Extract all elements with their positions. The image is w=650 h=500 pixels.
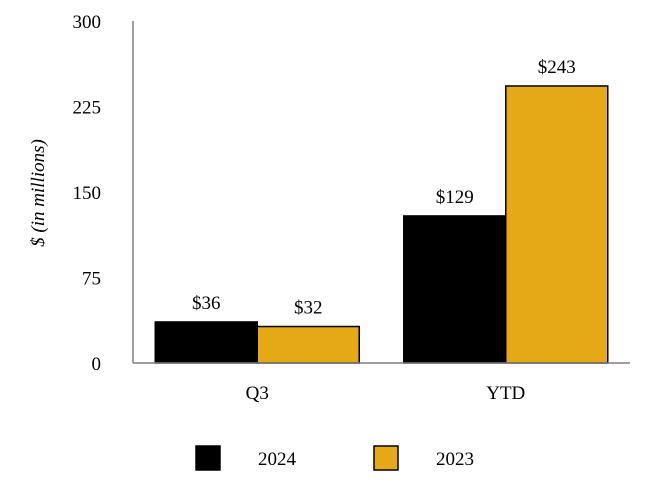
category-labels: Q3 YTD — [246, 383, 526, 404]
y-tick-label: 225 — [73, 98, 102, 119]
legend-label-2023: 2023 — [436, 449, 474, 470]
data-label: $32 — [294, 298, 323, 319]
bar-2023-Q3 — [256, 325, 360, 364]
legend-swatch-2023 — [373, 445, 399, 471]
y-tick-label: 75 — [82, 269, 101, 290]
y-axis-label: $ (in millions) — [28, 139, 49, 247]
legend-swatch-2024 — [195, 445, 221, 471]
data-label: $243 — [538, 57, 576, 78]
y-axis-ticks: 0 75 150 225 300 — [73, 12, 102, 375]
category-label: Q3 — [246, 383, 269, 404]
data-labels: $36 $32 $129 $243 — [192, 57, 576, 319]
legend-label-2024: 2024 — [258, 449, 297, 470]
data-label: $36 — [192, 293, 221, 314]
bar-2024-Q3 — [154, 321, 258, 364]
category-label: YTD — [486, 383, 525, 404]
legend: 2024 2023 — [195, 445, 474, 471]
bars — [154, 85, 609, 364]
y-tick-label: 0 — [92, 354, 102, 375]
y-tick-label: 150 — [73, 183, 102, 204]
data-label: $129 — [436, 187, 474, 208]
bar-2024-YTD — [403, 215, 507, 364]
bar-2023-YTD — [505, 85, 609, 364]
y-tick-label: 300 — [73, 12, 102, 33]
